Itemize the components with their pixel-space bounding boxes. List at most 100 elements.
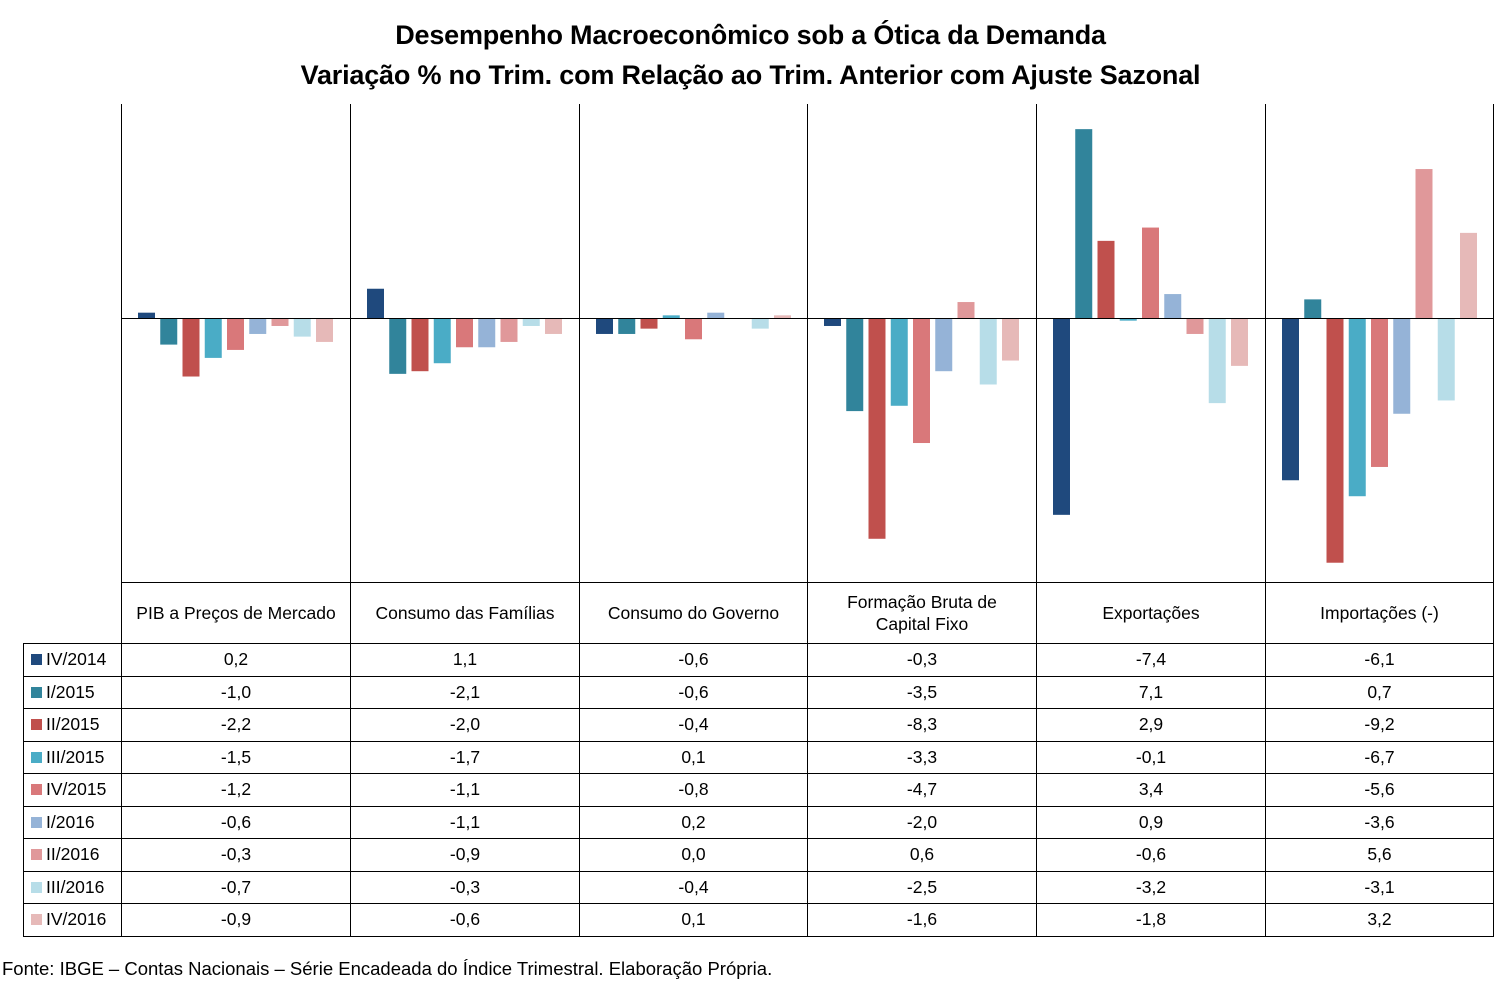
bar-chart (121, 104, 1494, 583)
bar (182, 318, 200, 377)
bar (1371, 318, 1388, 467)
legend-entry: II/2016 (23, 838, 122, 872)
bar (913, 318, 930, 444)
data-label: -3,1 (1265, 870, 1494, 904)
bar (685, 318, 702, 340)
category-label-text: Formação Bruta de (847, 592, 997, 612)
category-label: Exportações (1036, 582, 1266, 644)
legend-swatch (31, 881, 42, 893)
legend-swatch (31, 784, 42, 796)
bar (935, 318, 953, 372)
bar (1186, 318, 1204, 334)
data-label: -4,7 (807, 773, 1037, 807)
bar (433, 318, 451, 364)
data-label: -0,8 (579, 773, 808, 807)
data-label: -1,8 (1036, 903, 1266, 937)
data-label: -7,4 (1036, 643, 1266, 677)
data-label: -0,3 (121, 838, 351, 872)
source-note: Fonte: IBGE – Contas Nacionais – Série E… (2, 958, 773, 979)
bar (1393, 318, 1411, 414)
bar (389, 318, 407, 374)
bar (1208, 318, 1226, 404)
data-label: 5,6 (1265, 838, 1494, 872)
bar (1348, 318, 1366, 497)
category-label: PIB a Preços de Mercado (121, 582, 351, 644)
data-label: -1,1 (350, 773, 580, 807)
data-label: -6,7 (1265, 740, 1494, 774)
series-name: IV/2015 (46, 779, 107, 800)
bar (1437, 318, 1455, 401)
category-label: Consumo do Governo (579, 582, 808, 644)
bar (1164, 294, 1182, 318)
table-row: I/2015 -1,0 -2,1 -0,6 -3,5 7,1 0,7 (23, 675, 1494, 709)
series-name: IV/2014 (46, 649, 107, 670)
data-label: -0,6 (579, 643, 808, 677)
table-row: III/2015 -1,5 -1,7 0,1 -3,3 -0,1 -6,7 (23, 740, 1494, 774)
legend-swatch (31, 914, 42, 926)
category-label-text: Importações (-) (1320, 603, 1439, 623)
bar (204, 318, 222, 358)
bar (545, 318, 562, 334)
data-label: -0,6 (579, 675, 808, 709)
table-corner (23, 582, 122, 644)
series-name: IV/2016 (46, 909, 107, 930)
bar (227, 318, 244, 350)
bar (249, 318, 267, 334)
legend-swatch (31, 816, 42, 828)
data-label: -5,6 (1265, 773, 1494, 807)
table-row: II/2015 -2,2 -2,0 -0,4 -8,3 2,9 -9,2 (23, 708, 1494, 742)
chart-title-line2: Variação % no Trim. com Relação ao Trim.… (300, 60, 1201, 90)
bar (522, 318, 540, 326)
data-label: -1,6 (807, 903, 1037, 937)
data-label: -9,2 (1265, 708, 1494, 742)
chart-title-line1: Desempenho Macroeconômico sob a Ótica da… (395, 20, 1106, 50)
bar (367, 288, 384, 318)
table-row: IV/2014 0,2 1,1 -0,6 -0,3 -7,4 -6,1 (23, 643, 1494, 677)
bar (500, 318, 518, 342)
data-label: -0,1 (1036, 740, 1266, 774)
bar (1282, 318, 1299, 481)
data-label: 0,1 (579, 740, 808, 774)
legend-entry: I/2016 (23, 805, 122, 839)
bar (478, 318, 496, 348)
legend-swatch (31, 654, 42, 666)
data-label: -0,9 (350, 838, 580, 872)
data-label: -0,4 (579, 870, 808, 904)
data-label: -0,6 (121, 805, 351, 839)
category-label: Consumo das Famílias (350, 582, 580, 644)
legend-swatch (31, 751, 42, 763)
data-label: 3,4 (1036, 773, 1266, 807)
bar (824, 318, 841, 326)
bar (316, 318, 333, 342)
legend-entry: III/2016 (23, 870, 122, 904)
data-label: 0,6 (807, 838, 1037, 872)
bar (774, 315, 791, 318)
data-label: -3,6 (1265, 805, 1494, 839)
bar (1326, 318, 1344, 563)
data-label: 0,0 (579, 838, 808, 872)
data-label: -3,3 (807, 740, 1037, 774)
data-label: -0,3 (350, 870, 580, 904)
bar (1097, 240, 1115, 318)
data-label: -2,2 (121, 708, 351, 742)
category-label-text: Consumo das Famílias (375, 603, 555, 623)
bar (1075, 129, 1093, 318)
bar (618, 318, 636, 334)
category-label-text: PIB a Preços de Mercado (136, 603, 336, 623)
data-label: -1,0 (121, 675, 351, 709)
bar (662, 315, 680, 318)
data-label: -2,0 (807, 805, 1037, 839)
data-label: -6,1 (1265, 643, 1494, 677)
category-label-text: Exportações (1102, 603, 1200, 623)
data-label: -3,2 (1036, 870, 1266, 904)
data-label: -8,3 (807, 708, 1037, 742)
category-label: Importações (-) (1265, 582, 1494, 644)
data-label: -1,7 (350, 740, 580, 774)
legend-entry: IV/2016 (23, 903, 122, 937)
bar (1304, 299, 1322, 318)
bar (1119, 318, 1137, 321)
data-label: 0,2 (121, 643, 351, 677)
data-label: -0,9 (121, 903, 351, 937)
legend-entry: IV/2015 (23, 773, 122, 807)
legend-swatch (31, 686, 42, 698)
